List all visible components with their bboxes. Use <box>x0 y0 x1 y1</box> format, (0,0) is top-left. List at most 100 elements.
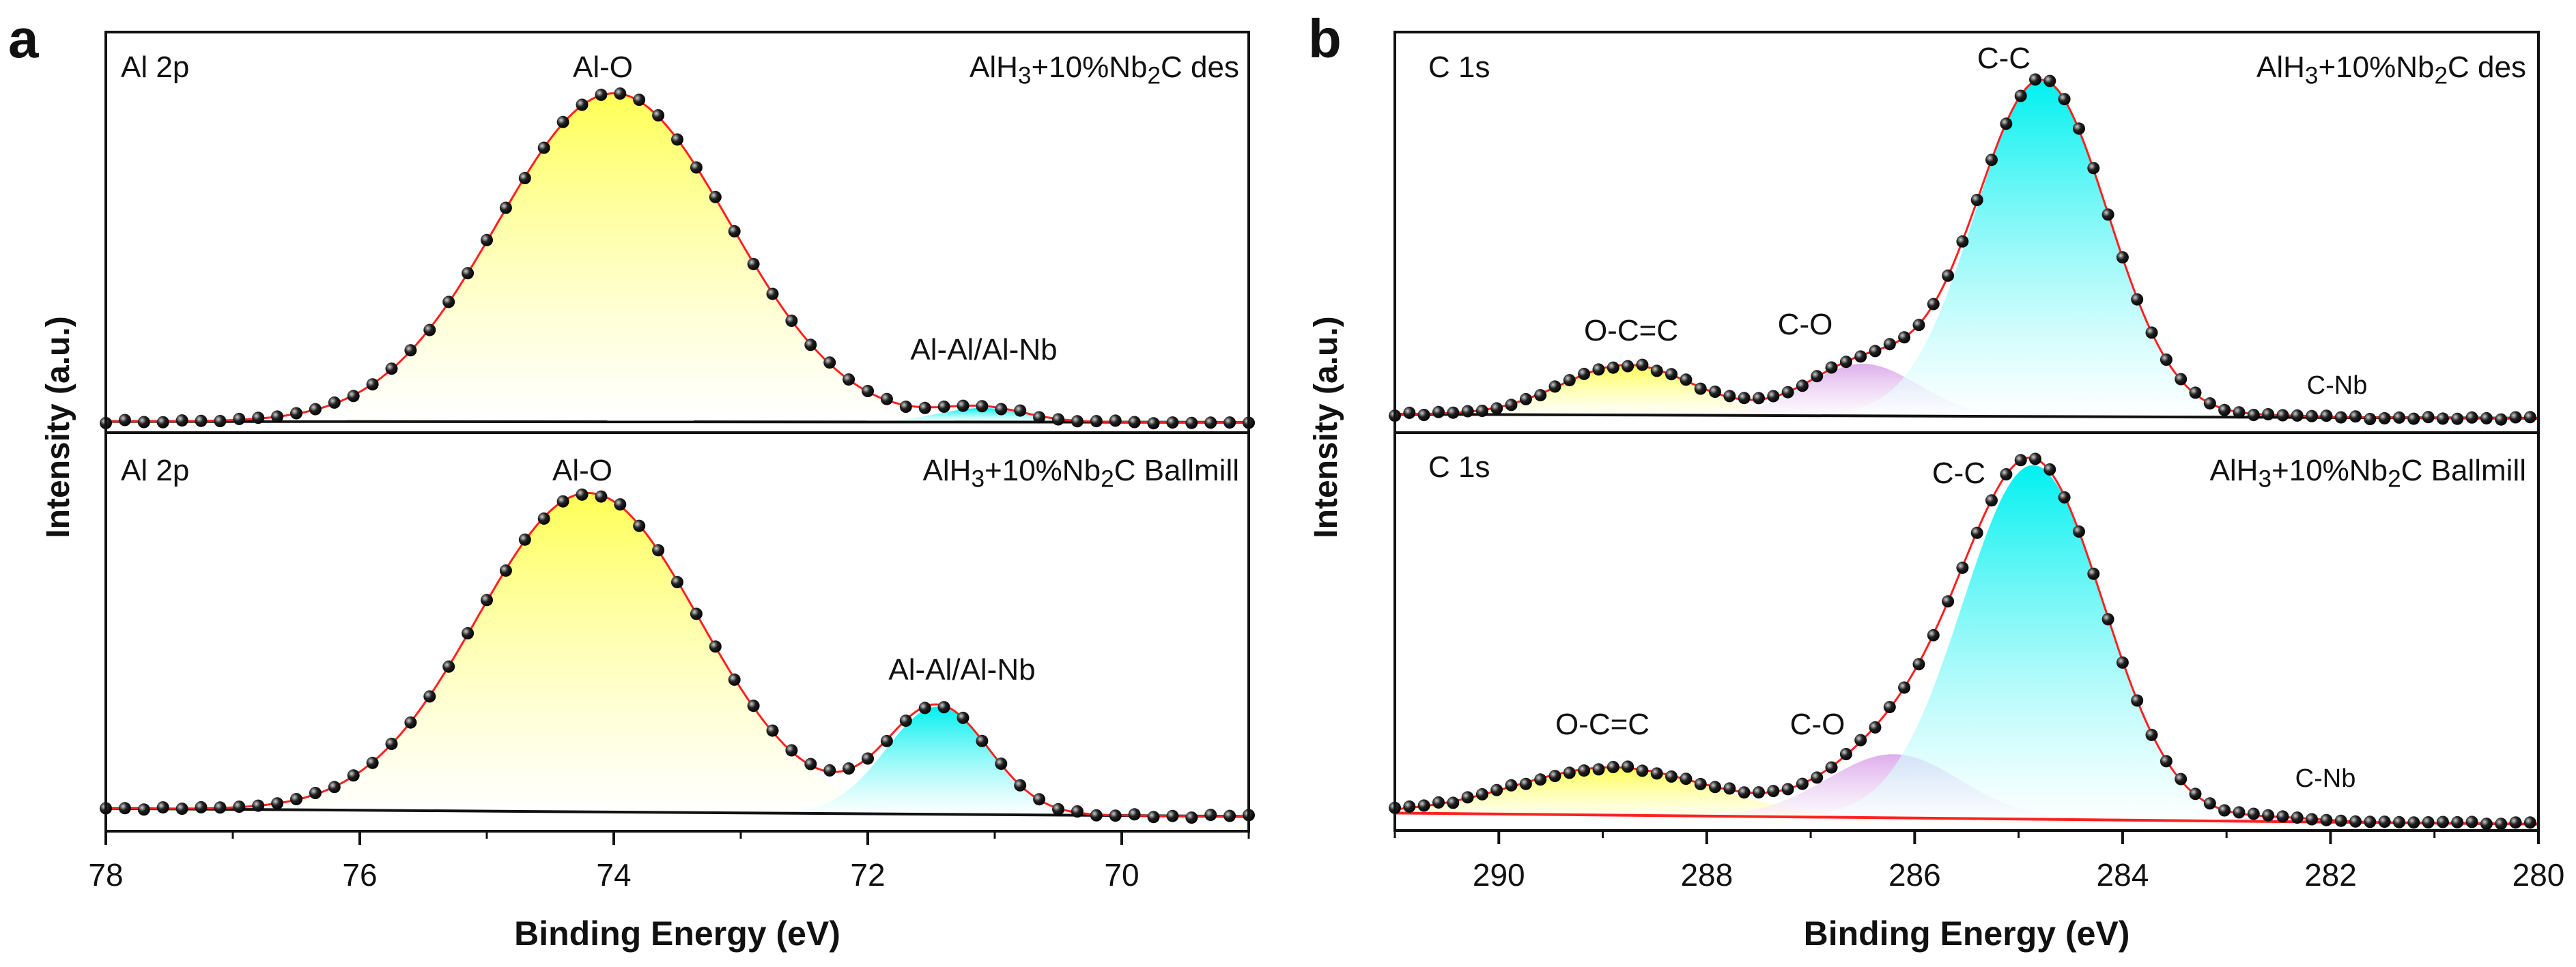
data-point <box>1505 779 1518 792</box>
data-point <box>1014 404 1027 417</box>
data-point <box>137 803 150 816</box>
data-point <box>1071 805 1084 818</box>
data-point <box>766 287 779 300</box>
data-point <box>1985 154 1998 167</box>
data-point <box>1811 370 1824 383</box>
data-point <box>747 257 760 270</box>
data-point <box>1912 319 1925 332</box>
data-point <box>404 344 417 357</box>
data-point <box>1417 409 1430 421</box>
data-point <box>690 607 703 620</box>
data-point <box>1796 379 1809 392</box>
core-level-label: Al 2p <box>121 454 189 487</box>
data-point <box>976 400 989 413</box>
data-point <box>442 295 455 308</box>
data-point <box>2014 89 2027 102</box>
data-point <box>537 141 550 154</box>
data-point <box>1622 360 1634 373</box>
data-point <box>2145 326 2158 339</box>
data-point <box>366 756 379 769</box>
data-point <box>918 401 931 414</box>
data-point <box>1147 811 1160 824</box>
data-point <box>2276 409 2289 422</box>
data-point <box>2349 815 2362 828</box>
data-point <box>633 519 646 532</box>
data-point <box>2218 804 2231 817</box>
data-point <box>1883 338 1896 351</box>
data-point <box>1650 767 1663 780</box>
data-point <box>1680 373 1693 386</box>
x-tick-label: 72 <box>850 857 885 893</box>
data-point <box>1839 748 1852 760</box>
data-point <box>2087 162 2100 175</box>
data-point <box>1912 658 1925 671</box>
x-tick-label: 286 <box>1888 857 1941 893</box>
data-point <box>2058 491 2071 504</box>
data-point <box>156 416 169 429</box>
data-point <box>137 416 150 429</box>
data-point <box>747 699 760 712</box>
data-point <box>175 414 188 427</box>
data-point <box>937 701 950 714</box>
data-point <box>1839 356 1852 369</box>
data-point <box>2306 409 2318 422</box>
data-point <box>556 495 569 508</box>
data-point <box>633 93 646 106</box>
data-point <box>1970 526 1983 539</box>
data-point <box>2320 409 2333 422</box>
data-point <box>918 702 931 715</box>
data-point <box>2465 411 2478 424</box>
data-point <box>1665 368 1678 381</box>
subplot-bottom: C 1s AlH3+10%Nb2C Ballmill O-C=C C-O C-C C-Nb <box>1389 450 2539 831</box>
data-point <box>1738 392 1751 405</box>
data-point <box>995 757 1008 770</box>
data-point <box>2349 410 2362 423</box>
data-point <box>576 98 589 111</box>
data-point <box>785 744 798 757</box>
data-point <box>614 87 627 100</box>
data-point <box>2175 373 2188 386</box>
sample-label: AlH3+10%Nb2C des <box>2256 50 2526 89</box>
data-point <box>462 267 475 280</box>
data-point <box>1490 783 1503 796</box>
data-point <box>1636 764 1649 777</box>
data-point <box>366 378 379 391</box>
data-point <box>1109 414 1122 427</box>
data-point <box>1461 791 1474 804</box>
x-tick-label: 290 <box>1473 857 1525 893</box>
data-point <box>347 769 360 782</box>
data-point <box>2451 412 2464 425</box>
data-point <box>1128 416 1141 429</box>
data-point <box>709 190 722 203</box>
component-fill-al-o <box>106 93 1249 422</box>
data-point <box>728 225 741 237</box>
data-point <box>690 161 703 174</box>
data-point <box>1090 415 1103 428</box>
x-tick-label: 74 <box>596 857 631 893</box>
data-point <box>252 412 265 424</box>
data-point <box>1811 771 1824 784</box>
data-point <box>271 410 284 423</box>
data-point <box>2262 809 2275 822</box>
data-point <box>2291 811 2304 824</box>
data-point <box>518 172 531 184</box>
component-fill-c-c <box>1395 465 2538 824</box>
data-point <box>1534 773 1547 786</box>
core-level-label: Al 2p <box>121 50 189 84</box>
sample-label: AlH3+10%Nb2C des <box>969 50 1239 89</box>
data-point <box>2029 452 2041 465</box>
data-point <box>1723 390 1736 403</box>
data-point <box>1622 760 1634 773</box>
x-axis-label: Binding Energy (eV) <box>514 914 840 953</box>
data-point <box>728 673 741 686</box>
data-point <box>957 399 969 412</box>
peak-label: C-Nb <box>2295 764 2356 793</box>
data-point <box>1694 382 1707 395</box>
data-point <box>1781 783 1794 796</box>
data-point <box>2262 408 2275 420</box>
data-point <box>2087 567 2100 580</box>
data-point <box>2029 73 2041 86</box>
data-point <box>2116 656 2129 669</box>
